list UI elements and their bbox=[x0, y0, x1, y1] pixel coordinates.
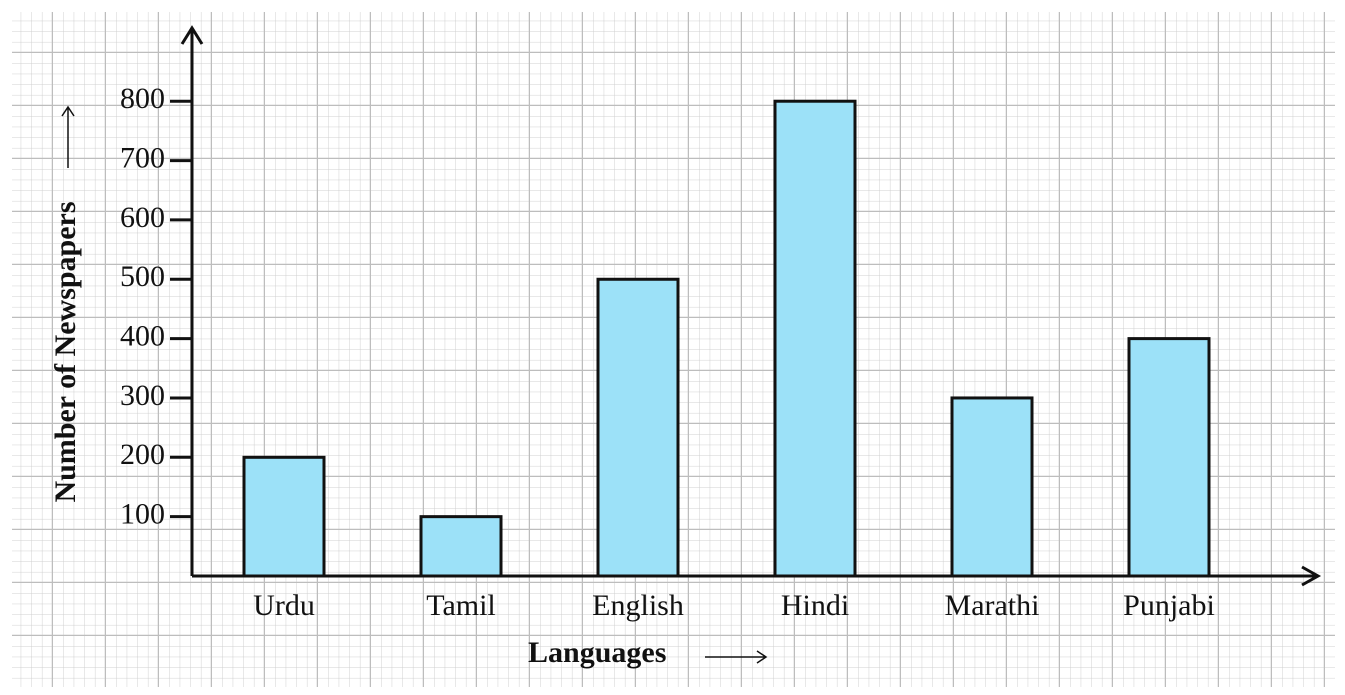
y-axis-title: Number of Newspapers bbox=[49, 201, 82, 502]
y-tick-label: 100 bbox=[120, 498, 165, 531]
bar bbox=[773, 99, 857, 578]
y-tick-label: 600 bbox=[120, 201, 165, 234]
x-tick-label: English bbox=[592, 589, 684, 622]
x-tick-label: Punjabi bbox=[1123, 589, 1215, 622]
y-tick-label: 400 bbox=[120, 319, 165, 352]
x-tick-label: Marathi bbox=[945, 589, 1040, 622]
x-tick-label: Hindi bbox=[781, 589, 849, 622]
y-tick-label: 300 bbox=[120, 379, 165, 412]
x-title-arrow bbox=[705, 650, 768, 664]
bar bbox=[419, 515, 503, 578]
plot-area bbox=[242, 99, 1211, 578]
y-tick-label: 700 bbox=[120, 141, 165, 174]
bar bbox=[596, 277, 680, 578]
x-tick-label: Tamil bbox=[426, 589, 496, 622]
x-axis-arrow bbox=[1301, 565, 1322, 587]
x-tick-label: Urdu bbox=[253, 589, 315, 622]
bar bbox=[242, 455, 326, 578]
y-title-arrow bbox=[61, 105, 75, 168]
y-tick-label: 500 bbox=[120, 260, 165, 293]
y-tick-label: 800 bbox=[120, 82, 165, 115]
bar bbox=[950, 396, 1034, 578]
x-axis-title: Languages bbox=[528, 636, 666, 669]
y-tick-label: 200 bbox=[120, 438, 165, 471]
bar bbox=[1127, 337, 1211, 578]
y-axis-arrow bbox=[180, 25, 204, 45]
